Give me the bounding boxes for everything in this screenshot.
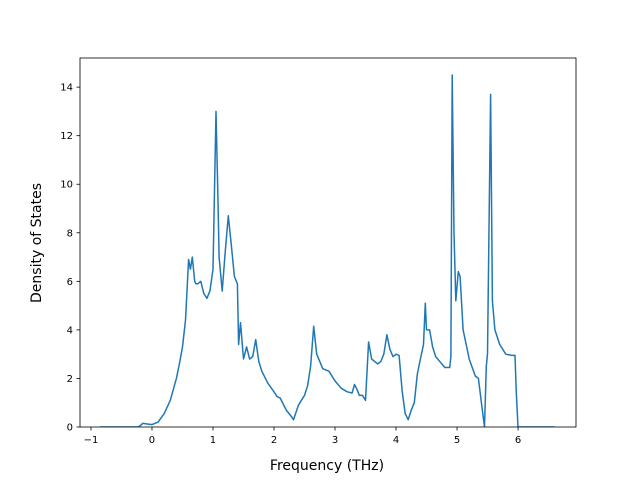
x-tick-label: 0 — [149, 435, 155, 446]
x-tick-label: 4 — [393, 435, 399, 446]
y-tick-label: 0 — [67, 423, 73, 434]
dos-series-line-0 — [100, 74, 555, 427]
y-tick-label: 6 — [67, 277, 73, 288]
x-axis-label: Frequency (THz) — [270, 458, 384, 474]
y-tick-label: 2 — [67, 374, 73, 385]
x-tick-label: 1 — [210, 435, 216, 446]
x-tick-label: 5 — [454, 435, 460, 446]
y-axis-label: Density of States — [29, 183, 45, 303]
x-tick-label: 2 — [271, 435, 277, 446]
y-tick-label: 14 — [60, 83, 73, 94]
plot-frame — [79, 57, 577, 428]
x-tick-label: 6 — [515, 435, 521, 446]
y-tick-label: 4 — [67, 325, 73, 336]
plot-layer — [100, 74, 555, 427]
y-tick-label: 8 — [67, 228, 73, 239]
x-tick-label: −1 — [84, 435, 99, 446]
y-tick-label: 10 — [60, 180, 73, 191]
x-tick-label: 3 — [332, 435, 338, 446]
y-tick-label: 12 — [60, 131, 73, 142]
